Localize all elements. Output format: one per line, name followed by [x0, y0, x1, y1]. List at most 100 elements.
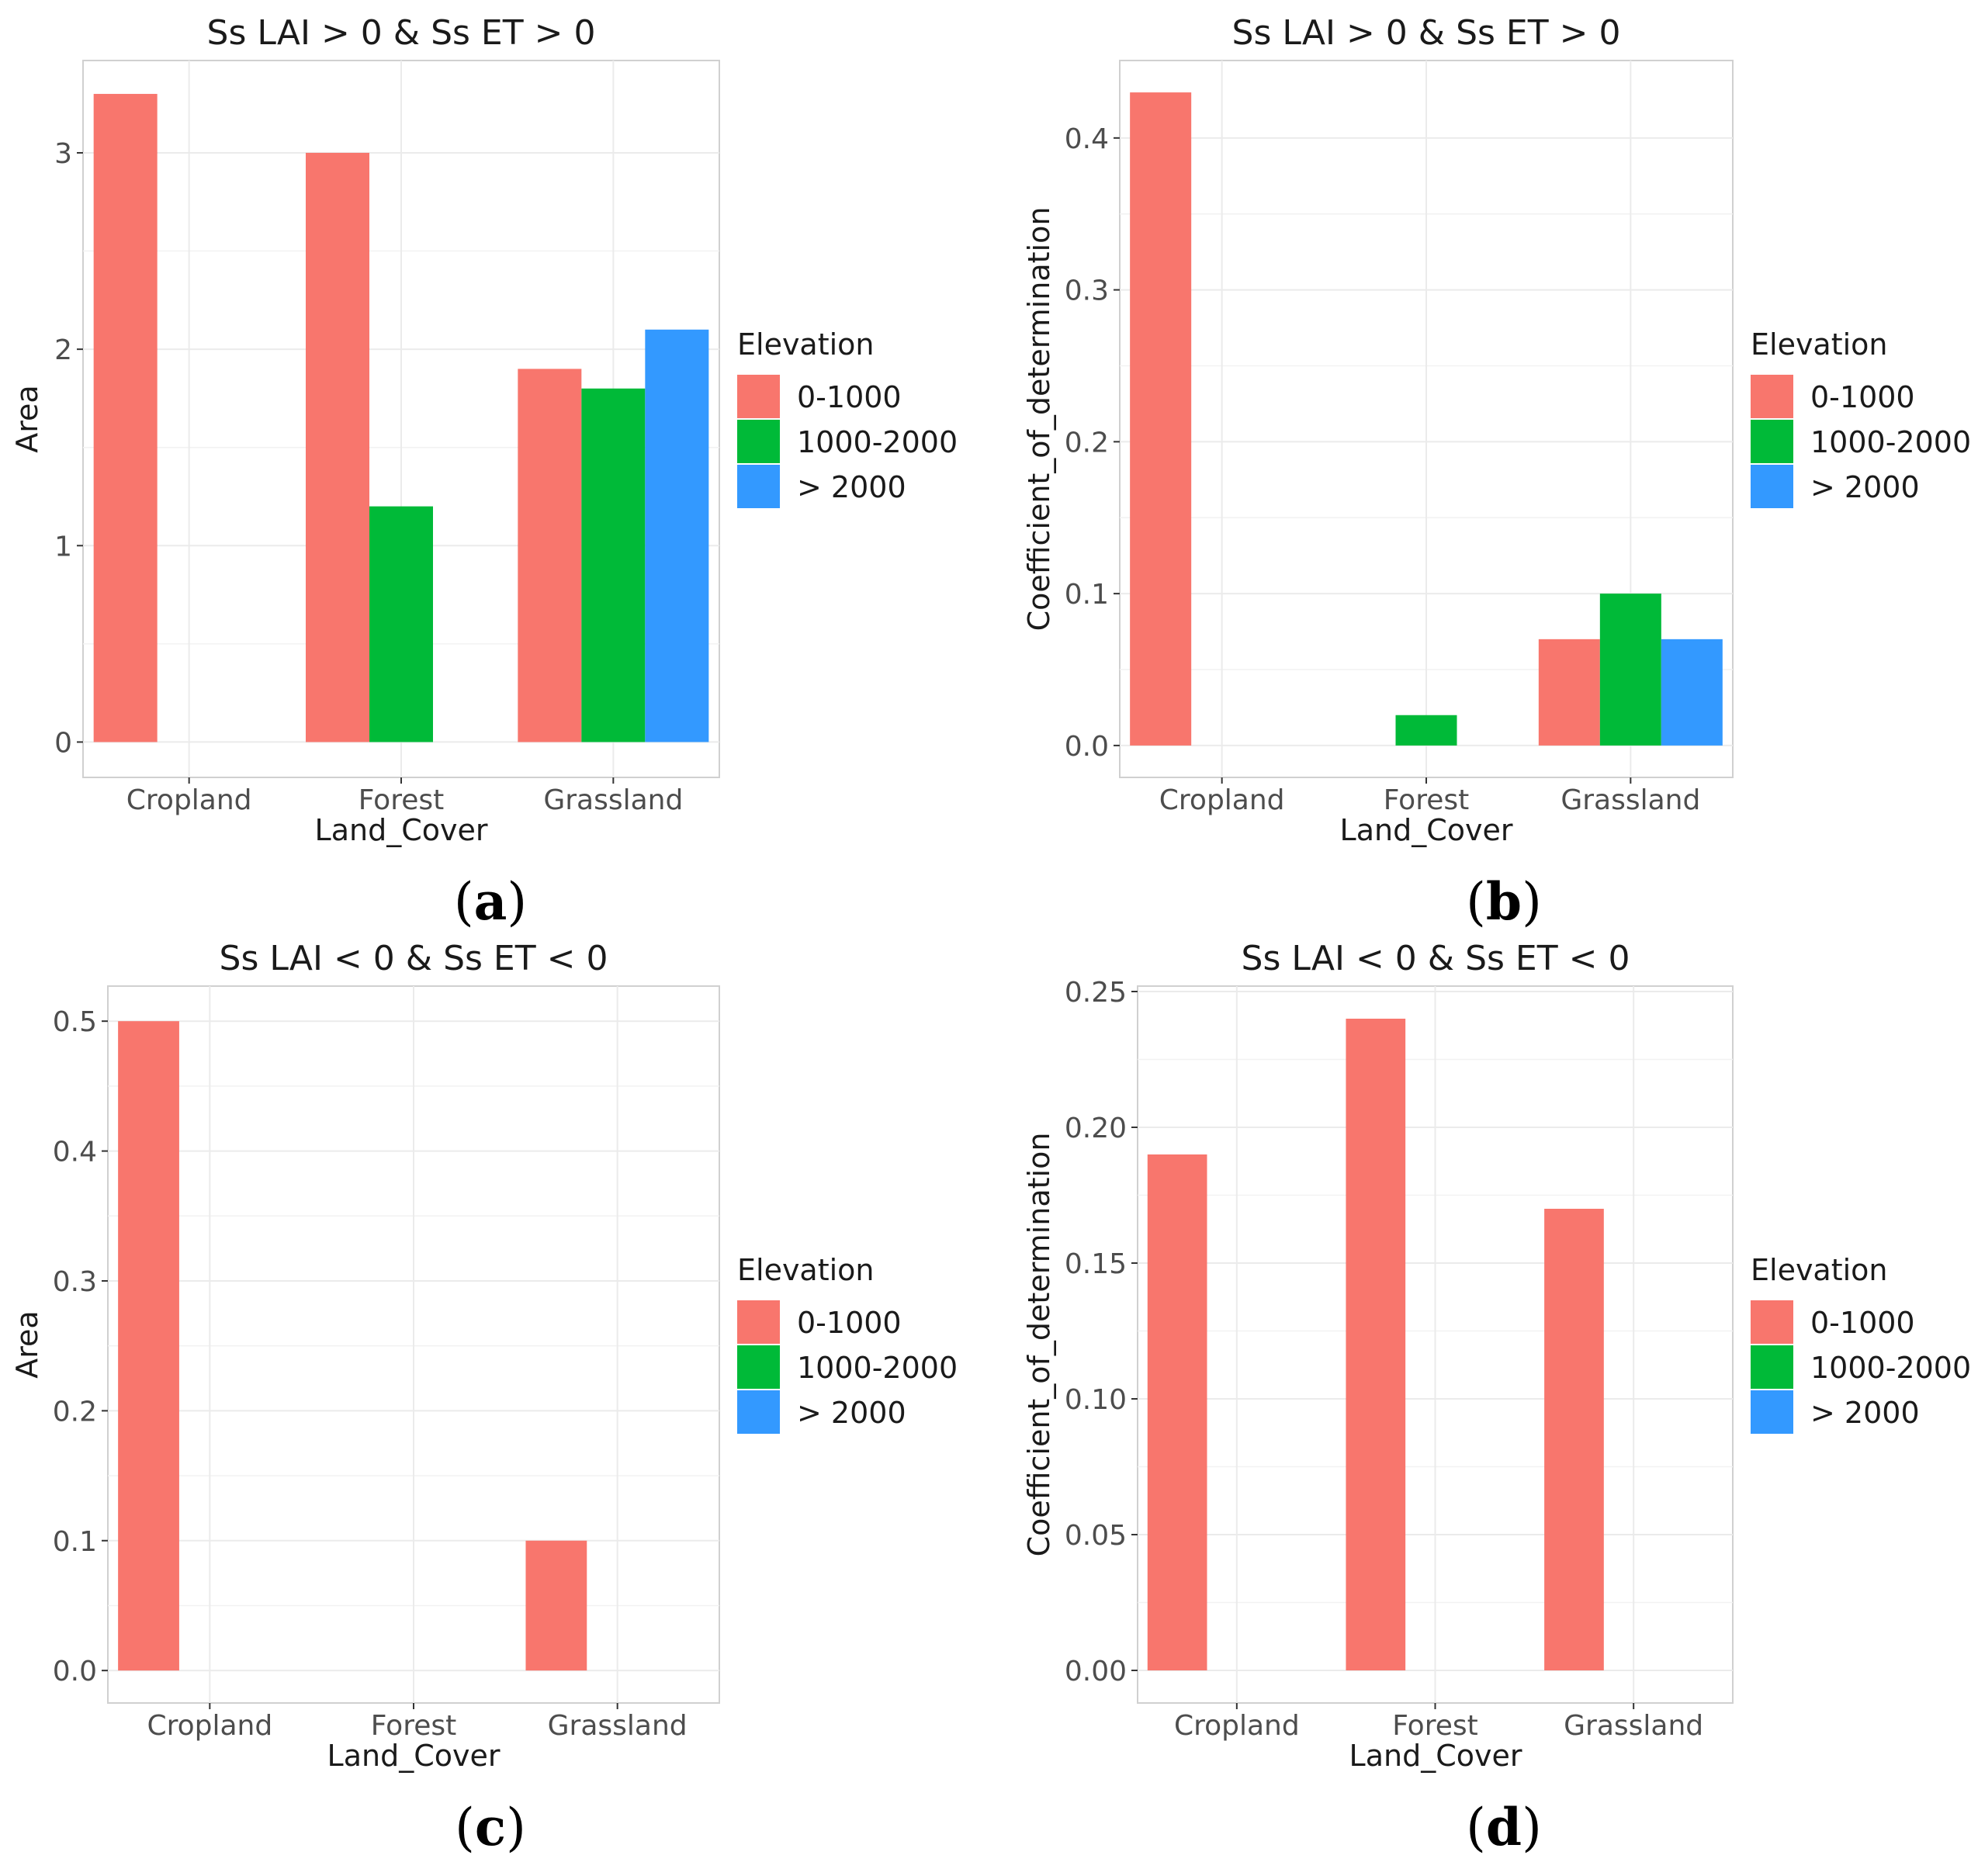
y-tick-label: 0: [54, 727, 72, 759]
legend-title: Elevation: [1751, 1253, 1888, 1287]
y-axis-label: Coefficient_of_determination: [1022, 1133, 1056, 1557]
legend-key-0: [1751, 375, 1793, 418]
chart-title: Ss LAI > 0 & Ss ET > 0: [207, 13, 596, 53]
legend-label-0: 0-1000: [797, 380, 902, 414]
legend-label-1: 1000-2000: [797, 1351, 958, 1385]
y-tick-label: 0.15: [1065, 1248, 1127, 1280]
y-tick-label: 1: [54, 531, 72, 562]
y-tick-label: 0.1: [53, 1526, 97, 1558]
legend-label-1: 1000-2000: [797, 425, 958, 459]
legend-label-0: 0-1000: [797, 1306, 902, 1340]
legend-title: Elevation: [737, 327, 875, 362]
y-axis-label: Area: [10, 385, 44, 452]
legend-key-1: [1751, 420, 1793, 463]
chart-panel-a: 0 1 2 3 Cropland Forest Grassland Ss LAI > 0 & …: [10, 13, 958, 932]
bar-grassland-series-0: [1544, 1209, 1604, 1670]
bar-cropland-series-0: [1130, 92, 1192, 746]
y-axis-label: Coefficient_of_determination: [1022, 207, 1056, 632]
x-axis-label: Land_Cover: [1349, 1739, 1522, 1773]
y-tick-label: 0.2: [1065, 427, 1109, 459]
x-axis-label: Land_Cover: [315, 813, 488, 847]
bar-forest-series-1: [1395, 715, 1457, 746]
y-tick-label: 0.0: [53, 1656, 97, 1687]
x-tick-label: Grassland: [1561, 784, 1700, 816]
y-tick-label: 0.4: [53, 1137, 97, 1168]
panel-caption-letter: a: [474, 871, 507, 932]
chart-panel-d: 0.00 0.05 0.10 0.15 0.20 0.25 Cropland Forest Gr…: [1022, 939, 1971, 1857]
legend-title: Elevation: [737, 1253, 875, 1287]
chart-panel-c: 0.0 0.1 0.2 0.3 0.4 0.5 Cropland Forest Grasslan…: [10, 939, 958, 1857]
y-tick-label: 0.0: [1065, 731, 1109, 763]
y-tick-label: 3: [54, 138, 72, 170]
legend-label-0: 0-1000: [1810, 1306, 1915, 1340]
legend-key-2: [1751, 465, 1793, 508]
x-tick-label: Cropland: [1174, 1710, 1300, 1742]
bar-grassland-series-2: [1661, 639, 1723, 746]
legend-key-2: [1751, 1390, 1793, 1434]
legend-key-0: [1751, 1300, 1793, 1344]
bar-forest-series-0: [1346, 1019, 1406, 1670]
y-tick-label: 0.5: [53, 1006, 97, 1038]
bar-grassland-series-0: [525, 1540, 587, 1671]
x-tick-label: Grassland: [548, 1710, 688, 1742]
chart-title: Ss LAI < 0 & Ss ET < 0: [1242, 939, 1630, 978]
chart-title: Ss LAI < 0 & Ss ET < 0: [220, 939, 608, 978]
y-tick-label: 0.10: [1065, 1384, 1127, 1416]
y-axis-label: Area: [10, 1310, 44, 1378]
panel-caption-letter: d: [1486, 1797, 1522, 1857]
legend-label-2: > 2000: [797, 470, 906, 504]
legend-label-2: > 2000: [797, 1396, 906, 1430]
y-tick-label: 0.4: [1065, 123, 1109, 155]
x-axis-label: Land_Cover: [327, 1739, 501, 1773]
x-axis-label: Land_Cover: [1340, 813, 1513, 847]
legend-key-0: [737, 375, 780, 418]
x-tick-label: Cropland: [147, 1710, 272, 1742]
y-tick-label: 0.05: [1065, 1520, 1127, 1552]
legend: Elevation 0-1000 1000-2000 > 2000: [1751, 1253, 1971, 1434]
y-tick-label: 0.2: [53, 1396, 97, 1428]
legend-label-2: > 2000: [1810, 470, 1920, 504]
x-tick-label: Cropland: [1159, 784, 1285, 816]
legend: Elevation 0-1000 1000-2000 > 2000: [737, 1253, 958, 1434]
y-tick-label: 0.3: [53, 1266, 97, 1298]
x-tick-label: Grassland: [543, 784, 683, 816]
legend-label-0: 0-1000: [1810, 380, 1915, 414]
chart-title: Ss LAI > 0 & Ss ET > 0: [1232, 13, 1621, 53]
legend: Elevation 0-1000 1000-2000 > 2000: [1751, 327, 1971, 508]
y-tick-label: 0.20: [1065, 1113, 1127, 1144]
panel-caption: (d): [1466, 1797, 1542, 1857]
bar-cropland-series-0: [93, 94, 158, 742]
bar-grassland-series-1: [1599, 594, 1661, 746]
legend-label-1: 1000-2000: [1810, 425, 1971, 459]
legend-key-1: [1751, 1345, 1793, 1389]
legend-key-1: [737, 420, 780, 463]
bar-grassland-series-2: [645, 329, 709, 742]
y-tick-label: 0.1: [1065, 579, 1109, 611]
y-tick-label: 0.25: [1065, 977, 1127, 1009]
legend: Elevation 0-1000 1000-2000 > 2000: [737, 327, 958, 508]
bar-forest-series-0: [306, 152, 369, 742]
panel-caption: (b): [1466, 871, 1542, 932]
legend-label-2: > 2000: [1810, 1396, 1920, 1430]
y-tick-label: 2: [54, 334, 72, 366]
panel-caption-letter: c: [475, 1797, 506, 1857]
x-tick-label: Forest: [371, 1710, 456, 1742]
legend-key-2: [737, 465, 780, 508]
legend-key-0: [737, 1300, 780, 1344]
x-tick-label: Forest: [359, 784, 444, 816]
legend-label-1: 1000-2000: [1810, 1351, 1971, 1385]
panel-caption: (a): [454, 871, 527, 932]
legend-title: Elevation: [1751, 327, 1888, 362]
panel-caption-letter: b: [1486, 871, 1522, 932]
legend-key-1: [737, 1345, 780, 1389]
chart-panel-b: 0.0 0.1 0.2 0.3 0.4 Cropland Forest Grassland Ss…: [1022, 13, 1971, 932]
panel-caption: (c): [455, 1797, 526, 1857]
x-tick-label: Cropland: [126, 784, 252, 816]
x-tick-label: Forest: [1392, 1710, 1477, 1742]
y-tick-label: 0.3: [1065, 275, 1109, 307]
bar-cropland-series-0: [118, 1021, 179, 1671]
x-tick-label: Grassland: [1564, 1710, 1703, 1742]
bar-grassland-series-0: [518, 369, 582, 742]
bar-grassland-series-0: [1538, 639, 1600, 746]
